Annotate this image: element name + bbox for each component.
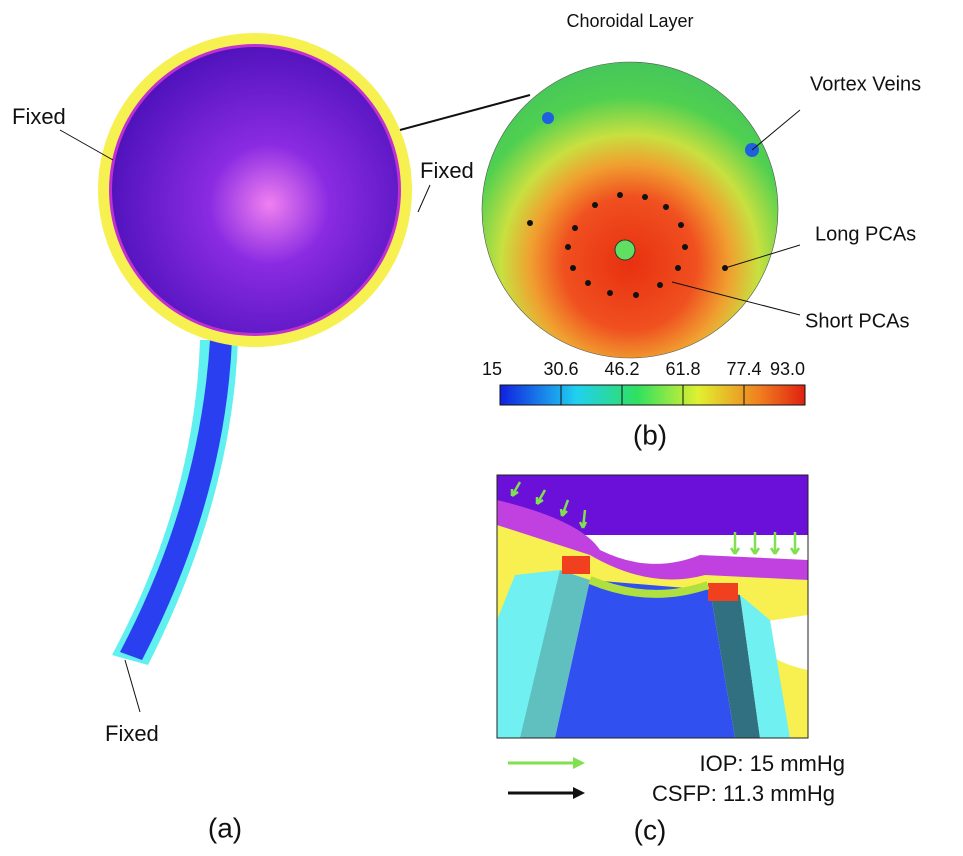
caption: (c) — [634, 814, 667, 845]
page: Fixed Fixed Fixed (a) Choroidal Layer Vo… — [0, 0, 963, 856]
leader — [418, 185, 430, 212]
annotation: Vortex Veins — [810, 73, 921, 95]
caption: (a) — [208, 812, 242, 843]
colorbar-tick-label: 93.0 — [770, 359, 805, 379]
colorbar-tick-label: 15 — [482, 359, 502, 379]
annotation: Short PCAs — [805, 310, 909, 332]
colorbar-tick-label: 46.2 — [604, 359, 639, 379]
vortex-vein — [542, 112, 554, 124]
panel-b: Choroidal Layer Vortex Veins Long PCAs S… — [400, 11, 921, 451]
figure: Fixed Fixed Fixed (a) Choroidal Layer Vo… — [0, 0, 963, 856]
caption: (b) — [633, 419, 667, 450]
optic-disc — [615, 240, 635, 260]
legend-arrowhead — [573, 757, 585, 769]
colorbar-tick-label: 61.8 — [665, 359, 700, 379]
label: Fixed — [420, 158, 474, 183]
legend-arrowhead — [573, 787, 585, 799]
legend-label: CSFP: 11.3 mmHg — [652, 781, 835, 806]
panel-c: IOP: 15 mmHg CSFP: 11.3 mmHg (c) — [497, 475, 845, 845]
colorbar-tick-label: 30.6 — [543, 359, 578, 379]
leader — [752, 110, 800, 150]
panel-title: Choroidal Layer — [566, 11, 693, 31]
legend-label: IOP: 15 mmHg — [700, 751, 845, 776]
label: Fixed — [105, 721, 159, 746]
annotation: Long PCAs — [815, 223, 916, 245]
leader — [125, 660, 140, 712]
panel-a: Fixed Fixed Fixed (a) — [12, 33, 474, 843]
choroid-sphere — [482, 62, 778, 358]
colorbar-tick-label: 77.4 — [726, 359, 761, 379]
colorbar — [500, 385, 805, 405]
label: Fixed — [12, 104, 66, 129]
vitreous — [112, 47, 398, 333]
